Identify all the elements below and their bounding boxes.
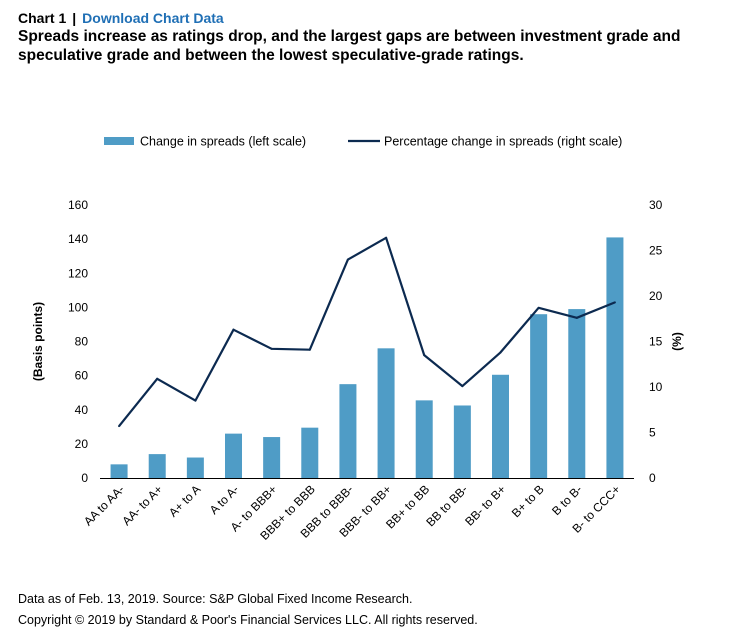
category-label: B+ to B (509, 482, 547, 520)
category-label: AA- to A+ (119, 482, 165, 528)
download-chart-data-link[interactable]: Download Chart Data (82, 10, 224, 26)
left-tick-label: 140 (68, 232, 88, 246)
line-point-1 (118, 425, 121, 428)
category-label: A to A- (207, 482, 242, 517)
line-point-13 (575, 316, 578, 319)
bar-6 (301, 427, 319, 478)
right-tick-label: 0 (649, 471, 656, 485)
category-label: BB to BB- (423, 482, 470, 529)
axes-group: 0 20 40 60 80 100 120 140 160 0 5 10 15 20 25 30 AA to A… (31, 198, 684, 543)
bar-8 (377, 348, 395, 478)
chart-svg: Change in spreads (left scale) Percentage… (31, 135, 684, 543)
line-point-8 (385, 236, 388, 239)
category-label: AA to AA- (81, 482, 127, 528)
line-point-14 (613, 301, 616, 304)
line-point-4 (232, 328, 235, 331)
line-point-12 (537, 306, 540, 309)
y-axis-title: (Basis points) (31, 302, 45, 381)
line-point-9 (423, 354, 426, 357)
right-tick-label: 15 (649, 335, 663, 349)
bar-10 (453, 405, 471, 478)
line-group (118, 236, 616, 428)
bar-3 (186, 457, 204, 478)
left-tick-label: 60 (75, 369, 89, 383)
bar-2 (148, 454, 166, 478)
left-tick-label: 40 (75, 403, 89, 417)
left-tick-label: 100 (68, 300, 88, 314)
left-tick-label: 80 (75, 335, 89, 349)
chart-title: Spreads increase as ratings drop, and th… (18, 28, 681, 64)
category-label: B to B- (549, 482, 585, 518)
right-tick-label: 25 (649, 244, 663, 258)
chart-label-row: Chart 1 | Download Chart Data (18, 10, 738, 26)
y2-axis-title: (%) (670, 332, 684, 351)
separator: | (72, 10, 77, 26)
bar-9 (415, 400, 433, 478)
left-tick-label: 0 (81, 471, 88, 485)
left-tick-label: 20 (75, 437, 89, 451)
bar-12 (530, 314, 548, 478)
chart-header: Chart 1 | Download Chart Data Spreads incr… (18, 10, 738, 65)
bar-11 (492, 374, 509, 478)
left-tick-label: 160 (68, 198, 88, 212)
source-note: Data as of Feb. 13, 2019. Source: S&P Gl… (18, 592, 413, 606)
line-point-6 (308, 348, 311, 351)
bar-5 (263, 437, 281, 478)
category-label: BB- to B+ (462, 482, 508, 528)
line-point-11 (499, 351, 502, 354)
right-tick-label: 20 (649, 289, 663, 303)
line-point-10 (461, 385, 464, 388)
left-tick-label: 120 (68, 266, 88, 280)
chart-number: Chart 1 (18, 10, 67, 26)
bar-7 (339, 384, 357, 478)
copyright-note: Copyright © 2019 by Standard & Poor's Fi… (18, 613, 478, 627)
category-label: A+ to A (166, 482, 203, 519)
right-tick-label: 5 (649, 426, 656, 440)
bars-group (110, 237, 624, 478)
line-point-2 (156, 377, 159, 380)
legend: Change in spreads (left scale) Percentage… (104, 135, 622, 149)
bar-13 (568, 309, 586, 478)
line-point-7 (346, 258, 349, 261)
legend-line-label: Percentage change in spreads (right scal… (384, 135, 622, 149)
legend-bar-swatch (104, 137, 134, 145)
percentage-change-line (118, 236, 616, 427)
right-tick-label: 30 (649, 198, 663, 212)
line-point-5 (270, 347, 273, 350)
bar-1 (110, 464, 128, 478)
line-point-3 (194, 399, 197, 402)
right-tick-label: 10 (649, 380, 663, 394)
legend-bar-label: Change in spreads (left scale) (140, 135, 306, 149)
bar-4 (225, 433, 242, 478)
bar-14 (606, 237, 624, 478)
